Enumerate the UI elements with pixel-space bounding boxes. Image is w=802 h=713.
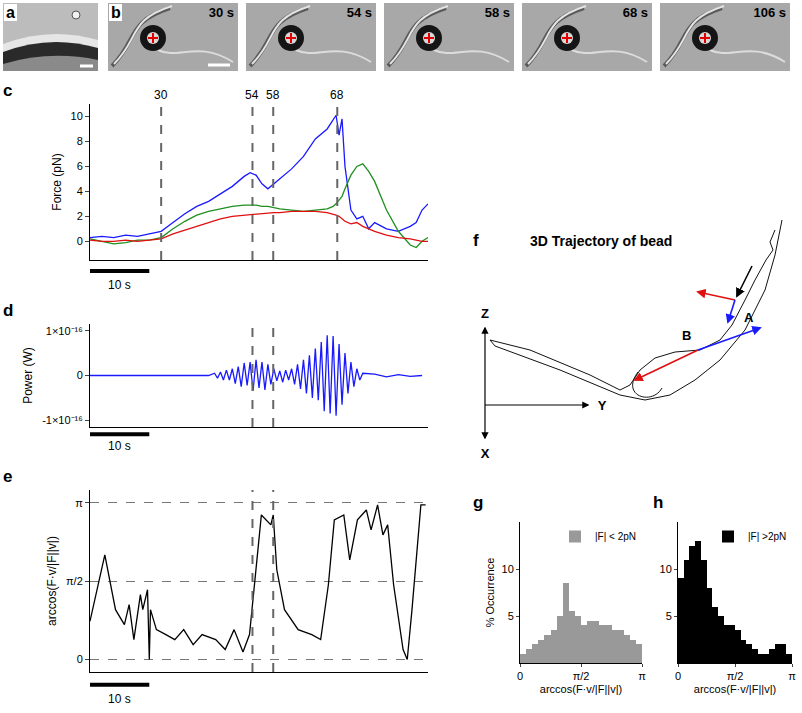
svg-text:0: 0 [77,235,83,247]
html-text:c: c [3,81,13,100]
svg-text:arccos(F·v/|F||v|): arccos(F·v/|F||v|) [694,683,776,695]
svg-text:A: A [744,310,754,325]
html-text:g: g [473,493,484,512]
svg-text:b: b [111,4,121,21]
svg-text:3D Trajectory of bead: 3D Trajectory of bead [530,233,672,249]
svg-text:% Occurrence: % Occurrence [484,558,496,628]
svg-text:8: 8 [77,135,83,147]
svg-text:54 s: 54 s [347,5,372,20]
svg-text:-1×10⁻¹⁶: -1×10⁻¹⁶ [42,414,83,426]
svg-text:π/2: π/2 [66,575,83,587]
svg-text:5: 5 [666,610,672,622]
svg-text:68: 68 [330,88,344,102]
svg-text:Z: Z [481,306,489,321]
svg-text:6: 6 [77,160,83,172]
svg-text:10 s: 10 s [108,278,131,292]
svg-text:10 s: 10 s [108,439,131,453]
svg-text:68 s: 68 s [623,5,648,20]
svg-text:10: 10 [71,110,83,122]
svg-text:π: π [788,670,796,682]
svg-text:0: 0 [77,369,83,381]
svg-text:|F| < 2pN: |F| < 2pN [595,531,636,542]
svg-text:0: 0 [77,653,83,665]
svg-text:30: 30 [154,88,168,102]
svg-text:5: 5 [508,610,514,622]
svg-text:arccos(F·v/|F||v|): arccos(F·v/|F||v|) [540,683,622,695]
svg-text:π: π [638,670,646,682]
svg-text:|F| >2pN: |F| >2pN [748,531,786,542]
svg-text:0: 0 [517,670,523,682]
svg-text:π: π [75,497,83,509]
svg-text:arccos(F·v/|F||v|): arccos(F·v/|F||v|) [45,536,59,626]
svg-text:58: 58 [266,88,280,102]
svg-text:2: 2 [77,210,83,222]
html-text:e: e [3,467,13,486]
svg-text:30 s: 30 s [209,5,234,20]
svg-text:Y: Y [598,398,607,413]
svg-text:X: X [481,446,490,461]
svg-text:10 s: 10 s [108,692,131,706]
svg-text:f: f [473,231,479,250]
html-text:d: d [3,301,14,320]
svg-text:π/2: π/2 [727,670,744,682]
svg-text:0: 0 [675,670,681,682]
html-text:h: h [653,493,664,512]
svg-text:10: 10 [660,563,672,575]
svg-text:a: a [6,4,15,21]
svg-text:10: 10 [502,563,514,575]
svg-text:Force (pN): Force (pN) [50,153,64,210]
svg-text:Power (W): Power (W) [21,347,35,404]
svg-text:4: 4 [77,185,83,197]
svg-text:106 s: 106 s [753,5,786,20]
svg-text:54: 54 [245,88,259,102]
svg-text:58 s: 58 s [485,5,510,20]
svg-text:1×10⁻¹⁶: 1×10⁻¹⁶ [46,325,83,337]
svg-text:B: B [682,328,691,343]
svg-text:π/2: π/2 [573,670,590,682]
